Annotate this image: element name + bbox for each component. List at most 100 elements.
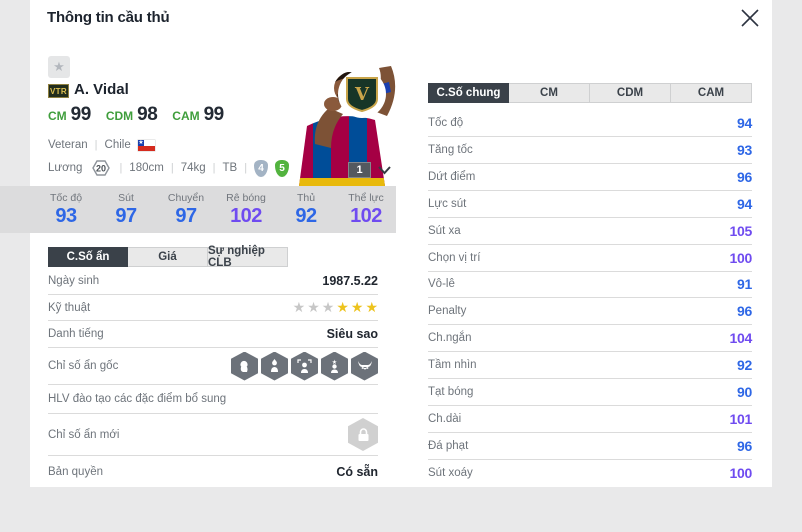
svg-text:V: V <box>354 84 370 105</box>
left-tab-bar: C.Số ẩn Giá Sự nghiệp CLB <box>48 245 288 269</box>
svg-text:20: 20 <box>96 164 106 174</box>
stat-row: Ch.ngắn 104 <box>428 325 753 353</box>
stat-value: 100 <box>729 465 753 482</box>
stat-value: 96 <box>737 168 752 185</box>
close-button[interactable] <box>735 3 765 33</box>
trait-bull-icon <box>351 351 378 381</box>
trait-person-star-icon: ★ <box>321 351 348 381</box>
origin-trait-icons: ★ <box>231 351 378 381</box>
stat-value: 96 <box>737 303 752 320</box>
player-info-dialog: Thông tin cầu thủ <box>0 0 772 487</box>
skill-star-empty-icon: ★ <box>321 299 335 315</box>
favorite-star-button[interactable]: ★ <box>48 56 70 78</box>
skill-star-filled-icon: ★ <box>365 299 378 315</box>
main-stat: Tốc độ 93 <box>49 192 83 227</box>
stat-row: Sút xoáy 100 <box>428 465 753 482</box>
fame-value: Siêu sao <box>326 327 378 341</box>
grade-badge: VTR <box>48 84 69 98</box>
stat-value: 101 <box>729 411 753 428</box>
skill-star-filled-icon: ★ <box>336 299 349 315</box>
skill-stars: ★ ★ ★ ★ ★ ★ <box>293 299 378 316</box>
row-coach-traits: HLV đào tạo các đặc điểm bổ sung <box>48 385 378 414</box>
hidden-stats-panel: Ngày sinh 1987.5.22 Kỹ thuật ★ ★ ★ ★ ★ ★ Danh… <box>48 268 378 487</box>
stat-row: Lực sút 94 <box>428 191 752 218</box>
player-meta-row1: Veteran | Chile ★ <box>48 139 155 151</box>
tab-c-s-chung[interactable]: C.Số chung <box>428 83 509 103</box>
stat-row: Sút xa 105 <box>428 218 752 245</box>
salary-hexagon: 20 <box>89 158 112 178</box>
stat-value: 94 <box>737 195 752 212</box>
salary-label: Lương <box>48 162 83 174</box>
birth-date-value: 1987.5.22 <box>322 274 378 288</box>
row-skill-moves: Kỹ thuật ★ ★ ★ ★ ★ ★ <box>48 295 378 321</box>
row-license: Bản quyền Có sẵn <box>48 464 378 479</box>
player-weight: 74kg <box>180 162 206 174</box>
tab-cam[interactable]: CAM <box>671 83 752 103</box>
tab-c-s-n[interactable]: C.Số ẩn <box>48 247 128 267</box>
trait-head-icon <box>231 351 258 381</box>
stat-row: Dứt điểm 96 <box>428 164 752 191</box>
chevron-down-icon[interactable] <box>377 165 392 175</box>
main-stat: Thủ 92 <box>295 192 317 227</box>
close-icon <box>741 9 759 27</box>
team-crest-icon: V <box>346 77 378 113</box>
main-stat: Rê bóng 102 <box>226 192 266 227</box>
position-rating: CM 99 <box>48 104 91 125</box>
license-value: Có sẵn <box>336 464 378 479</box>
stat-row: Tốc độ 94 <box>428 110 752 137</box>
main-stat: Chuyển 97 <box>167 192 205 227</box>
star-icon: ★ <box>53 59 65 74</box>
stat-value: 96 <box>737 438 752 455</box>
trait-person-frame-icon <box>291 351 318 381</box>
player-height: 180cm <box>129 162 164 174</box>
stat-row: Tầm nhìn 92 <box>428 352 752 380</box>
detail-stats-panel: Tốc độ 94 Tăng tốc 93 Dứt điểm 96 Lực sút 94 Sút… <box>428 110 752 487</box>
tab-cm[interactable]: CM <box>509 83 590 103</box>
tab-s-nghi-p-clb[interactable]: Sự nghiệp CLB <box>208 245 288 269</box>
stat-row: Đá phạt 96 <box>428 433 752 460</box>
stat-row: Chọn vị trí 100 <box>428 245 752 272</box>
main-stat: Thể lực 102 <box>348 192 384 227</box>
weak-foot-left-badge: 4 <box>254 159 269 177</box>
main-stats-band: Tốc độ 93 Sút 97 Chuyển 97 Rê bóng 102 Thủ 92 Thể … <box>0 186 396 233</box>
position-rating: CDM 98 <box>105 104 158 125</box>
stat-value: 91 <box>737 276 752 293</box>
tab-gi-[interactable]: Giá <box>128 247 208 267</box>
trait-person-up-icon <box>261 351 288 381</box>
right-tab-bar: C.Số chung CM CDM CAM <box>428 83 752 103</box>
stat-row: Penalty 96 <box>428 298 752 326</box>
main-stat: Sút 97 <box>115 192 137 227</box>
player-nation: Chile <box>104 139 131 151</box>
stat-value: 105 <box>729 222 753 239</box>
weak-foot-right-badge: 5 <box>275 159 290 177</box>
player-class: Veteran <box>48 139 88 151</box>
row-origin-traits: Chỉ số ẩn gốc ★ <box>48 348 378 385</box>
skill-star-filled-icon: ★ <box>350 299 364 315</box>
stat-row: Ch.dài 101 <box>428 406 753 434</box>
stat-value: 90 <box>737 384 752 401</box>
row-fame: Danh tiếng Siêu sao <box>48 321 378 348</box>
positions-row: CM 99 CDM 98 CAM 99 <box>48 104 224 126</box>
stat-value: 104 <box>729 330 753 347</box>
row-birth-date: Ngày sinh 1987.5.22 <box>48 268 378 295</box>
svg-text:★: ★ <box>332 359 337 366</box>
stat-value: 100 <box>729 249 753 266</box>
stat-row: Vô-lê 91 <box>428 272 752 299</box>
player-meta-row2: Lương 20 | 180cm | 74kg | TB | 4 5 <box>48 158 290 178</box>
player-name: A. Vidal <box>74 81 129 98</box>
stat-row: Tạt bóng 90 <box>428 379 752 407</box>
stat-value: 94 <box>737 114 752 131</box>
team-badge: V <box>338 70 386 118</box>
stat-value: 93 <box>737 141 752 158</box>
position-rating: CAM 99 <box>172 104 224 125</box>
stat-value: 92 <box>737 357 752 374</box>
player-level: 1 <box>348 162 371 178</box>
player-body-type: TB <box>222 162 238 174</box>
stat-row: Tăng tốc 93 <box>428 137 752 164</box>
skill-star-empty-icon: ★ <box>307 299 320 315</box>
chile-flag-icon: ★ <box>137 139 155 151</box>
lock-icon <box>348 418 378 451</box>
tab-cdm[interactable]: CDM <box>590 83 671 103</box>
skill-star-empty-icon: ★ <box>292 299 306 315</box>
row-new-traits: Chỉ số ẩn mới <box>48 414 378 456</box>
